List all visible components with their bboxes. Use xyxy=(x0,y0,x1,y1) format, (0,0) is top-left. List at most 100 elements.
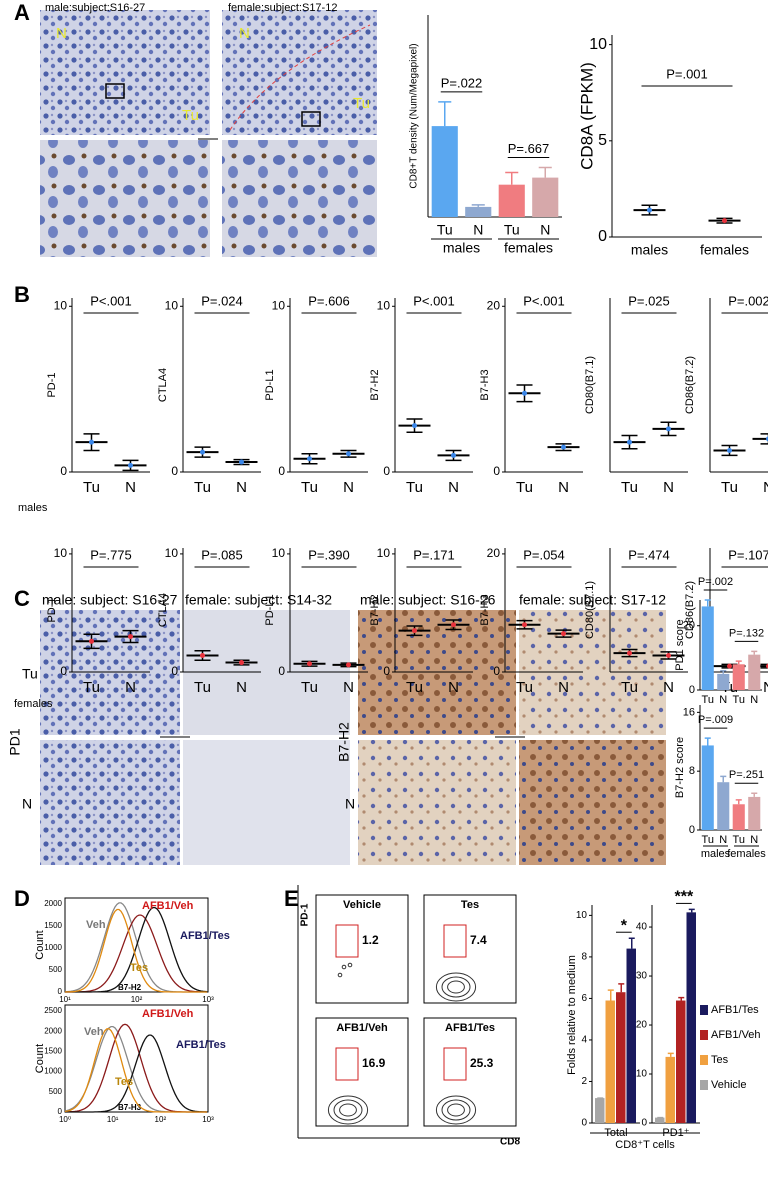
row-label: B7-H2 xyxy=(336,722,352,762)
y-tick-label: 0 xyxy=(278,464,285,478)
axis-label: B7-H3 xyxy=(118,1103,142,1112)
legend-swatch xyxy=(700,1005,708,1015)
axis-label: CD8⁺T cells xyxy=(615,1139,675,1151)
panel-label: B xyxy=(14,282,30,307)
error-bar xyxy=(720,669,727,674)
x-tick-label: 10³ xyxy=(202,995,214,1004)
axis-label: PD-1 xyxy=(300,903,311,926)
axis-label: PD-L1 xyxy=(264,594,276,625)
x-tick-label: females xyxy=(700,242,749,258)
x-tick-label: N xyxy=(540,222,550,238)
x-tick-label: Tu xyxy=(194,679,211,696)
x-tick-label: Tu xyxy=(733,694,745,706)
x-tick-label: males xyxy=(631,242,668,258)
p-value: P=.390 xyxy=(308,547,350,562)
error-bar xyxy=(538,166,552,178)
image-title: male: subject: S16-26 xyxy=(360,592,496,608)
bar xyxy=(717,673,730,690)
histogram-curve xyxy=(65,1034,208,1113)
mean-dot xyxy=(722,218,727,224)
x-tick-label: 10¹ xyxy=(59,995,71,1004)
mean-dot xyxy=(522,390,527,396)
gate-value: 7.4 xyxy=(470,933,487,947)
error-bar xyxy=(667,1052,674,1057)
p-value: P=.474 xyxy=(628,547,670,562)
x-tick-label: N xyxy=(125,479,136,496)
p-value: P=.001 xyxy=(666,66,708,81)
mean-dot xyxy=(727,663,732,669)
error-bar xyxy=(735,660,742,665)
y-tick-label: 20 xyxy=(683,620,695,632)
p-value: P=.024 xyxy=(201,293,243,308)
error-bar xyxy=(751,650,758,655)
y-tick-label: 8 xyxy=(581,952,587,963)
y-tick-label: 10 xyxy=(636,1069,648,1080)
x-tick-label: Tu xyxy=(301,679,318,696)
micrograph xyxy=(40,140,210,257)
bar xyxy=(665,1056,675,1123)
legend-label: AFB1/Tes xyxy=(711,1004,759,1016)
mean-dot xyxy=(200,652,205,658)
flow-title: AFB1/Veh xyxy=(336,1022,388,1034)
event xyxy=(341,964,347,970)
x-tick-label: Tu xyxy=(437,222,453,238)
error-bar xyxy=(471,204,485,207)
micrograph xyxy=(222,10,377,135)
y-tick-label: 500 xyxy=(49,1087,63,1096)
gate xyxy=(443,924,467,958)
bar xyxy=(431,126,458,217)
mean-dot xyxy=(627,439,632,445)
y-tick-label: 0 xyxy=(60,464,67,478)
p-value: P=.025 xyxy=(628,293,670,308)
y-tick-label: 1500 xyxy=(44,1047,62,1056)
p-value: P=.775 xyxy=(90,547,132,562)
y-tick-label: 0 xyxy=(58,987,63,996)
error-bar xyxy=(760,433,768,445)
contour xyxy=(333,1099,363,1121)
row-label: PD1 xyxy=(7,728,23,755)
boundary xyxy=(229,24,371,131)
p-value: P=.022 xyxy=(441,75,483,90)
micrographs xyxy=(40,10,666,865)
bar xyxy=(626,948,636,1123)
bar xyxy=(701,606,714,690)
p-value: P=.251 xyxy=(729,769,764,781)
y-tick-label: 0 xyxy=(60,664,67,678)
x-tick-label: N xyxy=(663,679,674,696)
panel-label: E xyxy=(284,886,299,911)
y-tick-label: 0 xyxy=(581,1118,587,1129)
gate-value: 16.9 xyxy=(362,1056,386,1070)
bar xyxy=(605,1000,615,1123)
y-tick-label: 10 xyxy=(589,36,607,53)
x-tick-label: N xyxy=(750,694,758,706)
mean-dot xyxy=(239,660,244,666)
histogram-curve xyxy=(64,908,207,993)
y-tick-label: 0 xyxy=(493,464,500,478)
error-bar xyxy=(505,171,519,185)
x-tick-label: N xyxy=(343,479,354,496)
y-tick-label: 0 xyxy=(171,464,178,478)
axis-label: B7-H2 xyxy=(369,369,381,400)
mean-dot xyxy=(561,444,566,450)
y-tick-label: 10 xyxy=(54,546,68,560)
y-tick-label: 0 xyxy=(493,664,500,678)
y-tick-label: 0 xyxy=(598,228,607,245)
y-tick-label: 5 xyxy=(598,132,607,149)
error-bar xyxy=(607,989,614,1001)
curve-label: AFB1/Veh xyxy=(142,1008,194,1020)
axis-label: B7-H3 xyxy=(479,369,491,400)
x-tick-label: Tu xyxy=(406,679,423,696)
axis-label: B7-H3 xyxy=(479,594,491,625)
axis-label: CD80(B7.1) xyxy=(584,356,596,414)
micrograph xyxy=(40,740,180,865)
flow-plot xyxy=(315,894,409,1004)
mean-dot xyxy=(666,652,671,658)
significance: *** xyxy=(675,889,694,906)
significance: * xyxy=(621,917,628,934)
micrograph xyxy=(358,740,516,865)
axis-label: CD8A (FPKM) xyxy=(577,62,596,170)
gate xyxy=(335,1047,359,1081)
contour xyxy=(447,1103,465,1117)
x-tick-label: Tu xyxy=(733,834,745,846)
panel-label: A xyxy=(14,0,30,25)
